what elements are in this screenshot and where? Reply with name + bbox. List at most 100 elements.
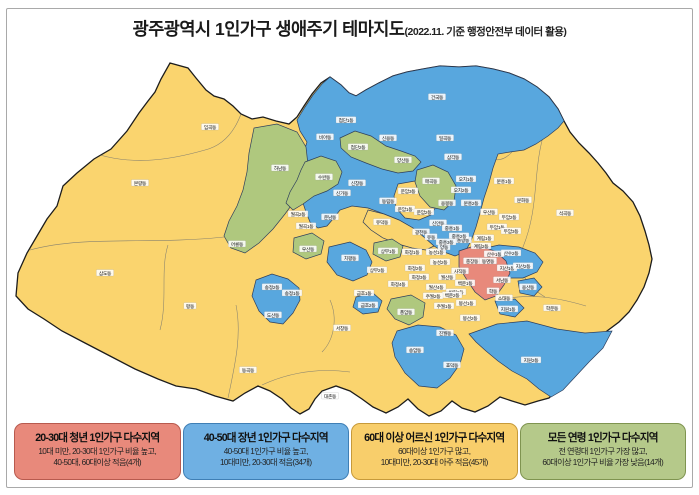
district-label: 계림2동 (474, 243, 490, 250)
legend-box-allages: 모든 연령 1인가구 다수지역 전 연령대 1인가구 가장 많고, 60대이상 … (519, 423, 686, 480)
district-label: 신창동 (351, 180, 364, 187)
district-label-bg (397, 308, 415, 316)
district-label-bg (348, 179, 366, 187)
district-label: 화정2동 (408, 265, 424, 272)
district-label: 봉선1동 (459, 300, 475, 307)
district-label-bg (428, 93, 446, 101)
district-label-bg (429, 258, 451, 266)
district-label: 금호2동 (361, 303, 377, 309)
district-label: 소태동 (498, 295, 511, 302)
district-label-bg (397, 187, 419, 195)
legend-box-middle: 40-50대 장년 1인가구 다수지역 40-50대 1인가구 비율 높고, 1… (182, 423, 349, 480)
district-label-bg (459, 314, 481, 322)
district-label: 용산동 (522, 284, 535, 291)
district-label: 송암동 (409, 347, 422, 354)
district-label-bg (333, 324, 351, 332)
district-label: 삼각동 (447, 154, 460, 161)
district-label-bg (443, 361, 461, 369)
district-label: 월곡1동 (299, 223, 315, 230)
district-label: 석곡동 (559, 210, 572, 217)
district-label-bg (408, 273, 430, 281)
district-label: 월산4동 (429, 284, 445, 291)
district-label: 평동 (186, 303, 195, 310)
district-label: 두암2동 (502, 214, 518, 221)
district-label-bg (425, 283, 447, 291)
district-label: 충장동 (466, 258, 479, 265)
district-label: 서창동 (336, 325, 349, 332)
district-label-bg (495, 294, 513, 302)
district-label-bg (493, 177, 515, 185)
district-label-bg (450, 186, 472, 194)
district-label: 문화동 (517, 198, 530, 204)
district-label-bg (366, 266, 388, 274)
district-label-bg (406, 346, 424, 354)
district-label-bg (422, 177, 440, 185)
district-label-bg (500, 249, 522, 257)
district-label: 첨단2동 (351, 144, 367, 151)
district-label-bg (401, 248, 423, 256)
district-label: 도산동 (267, 312, 280, 319)
district-label-bg (500, 227, 522, 235)
district-label: 금호1동 (357, 291, 373, 297)
district-label-bg (333, 189, 351, 197)
district-label: 동명동 (482, 258, 495, 265)
district-label-bg (455, 299, 477, 307)
district-label-bg (425, 248, 447, 256)
district-label-bg (281, 289, 303, 297)
district-label: 상무1동 (381, 248, 397, 255)
district-label: 수완동 (318, 174, 331, 181)
district-label: 임곡동 (204, 124, 217, 131)
district-label-bg (287, 210, 309, 218)
district-label-bg (321, 392, 339, 400)
district-label: 중흥3동 (439, 239, 455, 246)
district-label-bg (448, 232, 470, 240)
legend-desc: 40-50대 1인가구 비율 높고, 10대미만, 20-30대 적음(34개) (219, 447, 312, 467)
district-label: 두암1동 (490, 224, 506, 231)
district-label-bg (357, 301, 379, 309)
district-label-bg (454, 279, 476, 287)
district-label: 동림동 (382, 198, 395, 205)
region-suwan-wolgok-green (285, 155, 343, 211)
district-label-bg (239, 366, 257, 374)
district-label: 오치2동 (454, 187, 470, 194)
district-label-bg (519, 283, 537, 291)
district-label-bg (315, 173, 333, 181)
district-label-bg (201, 123, 219, 131)
district-label-bg (295, 222, 317, 230)
district-label-bg (341, 254, 359, 262)
legend-title: 40-50대 장년 1인가구 다수지역 (203, 432, 329, 444)
legend-box-senior: 60대 이상 어르신 1인가구 다수지역 60대이상 1인가구 많고, 10대미… (351, 423, 518, 480)
district-label: 오치1동 (459, 176, 475, 183)
page-title: 광주광역시 1인가구 생애주기 테마지도(2022.11. 기준 행정안전부 데… (0, 16, 699, 41)
title-sub: (2022.11. 기준 행정안전부 데이터 활용) (404, 26, 567, 38)
district-label-bg (512, 262, 534, 270)
district-label: 신용동 (382, 135, 395, 142)
district-label: 화정4동 (391, 281, 407, 288)
district-label: 지산2동 (516, 263, 532, 270)
district-label: 농성1동 (429, 249, 445, 256)
district-label: 서남동 (496, 277, 509, 284)
district-label: 본량동 (134, 180, 147, 187)
district-label-bg (486, 287, 500, 295)
district-label: 지원1동 (501, 306, 517, 313)
district-label: 농성2동 (433, 259, 449, 266)
district-label: 산수1동 (487, 251, 503, 258)
district-label-bg (470, 242, 492, 250)
district-label: 우산동 (483, 209, 496, 216)
district-label: 상무2동 (370, 267, 386, 274)
district-label: 운암3동 (401, 188, 417, 195)
district-label-bg (271, 164, 289, 172)
district-label: 어룡동 (231, 241, 244, 248)
region-hanam-eoryong-green (223, 123, 309, 254)
legend-title: 20-30대 청년 1인가구 다수지역 (35, 432, 160, 444)
district-label-bg (379, 197, 397, 205)
district-label-bg (429, 219, 447, 227)
district-label: 운남동 (324, 214, 337, 221)
district-label: 매곡동 (425, 178, 438, 185)
district-label-bg (394, 156, 412, 164)
district-label: 일곡동 (439, 135, 452, 142)
district-label-bg (451, 267, 469, 275)
district-label-bg (435, 238, 457, 246)
